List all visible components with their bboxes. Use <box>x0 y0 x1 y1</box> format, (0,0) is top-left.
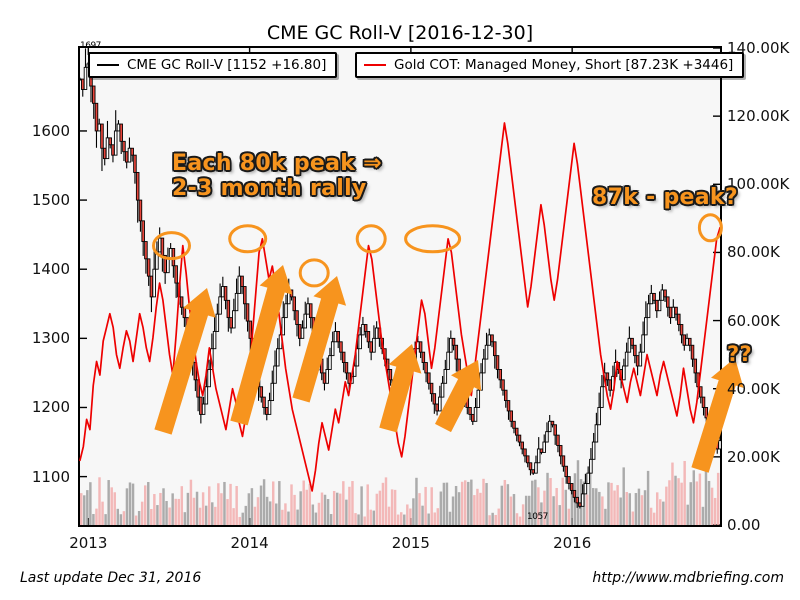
x-tick-2015: 2015 <box>391 534 430 552</box>
y-left-tick-1500: 1500 <box>31 191 70 210</box>
rally-arrow-6 <box>691 358 744 473</box>
x-tick-2013: 2013 <box>69 534 108 552</box>
legend-price-label: CME GC Roll-V [1152 +16.80] <box>127 57 327 73</box>
rally-arrow-annotations <box>154 265 744 473</box>
rally-arrow-2 <box>230 265 293 426</box>
y-right-tick-5: 40.00K <box>727 379 780 398</box>
volume-bars <box>80 460 720 525</box>
rally-arrow-1 <box>154 288 216 435</box>
y-left-tick-1100: 1100 <box>31 467 70 486</box>
legend-cot[interactable]: Gold COT: Managed Money, Short [87.23K +… <box>355 52 745 78</box>
footer-last-update: Last update Dec 31, 2016 <box>20 570 202 586</box>
cot-short-line-series <box>79 122 721 492</box>
anno-each-80k-peak: Each 80k peak ⇒ 2-3 month rally <box>172 151 382 201</box>
legend-cot-label: Gold COT: Managed Money, Short [87.23K +… <box>394 57 734 73</box>
y-left-tick-1600: 1600 <box>31 121 70 140</box>
y-axis-right-ticks <box>713 47 720 526</box>
price-low-label: 1057 <box>527 512 548 522</box>
price-ohlc-series <box>78 48 722 509</box>
y-right-tick-7: 0.00 <box>727 516 761 534</box>
y-left-tick-1400: 1400 <box>31 260 70 279</box>
price-high-label: 1697 <box>80 41 101 51</box>
y-right-tick-3: 80.00K <box>727 243 780 262</box>
page-title: CME GC Roll-V [2016-12-30] <box>266 22 534 44</box>
x-tick-2014: 2014 <box>230 534 269 552</box>
anno-each-80k-peak-line2: 2-3 month rally <box>172 175 367 201</box>
y-axis-left-ticks <box>80 130 87 478</box>
x-tick-2016: 2016 <box>553 534 592 552</box>
anno-87k-peak: 87k - peak? <box>592 185 738 210</box>
rally-arrow-5 <box>435 360 482 433</box>
legend-price[interactable]: CME GC Roll-V [1152 +16.80] <box>88 52 338 78</box>
anno-each-80k-peak-line1: Each 80k peak ⇒ <box>172 151 382 176</box>
footer-url[interactable]: http://www.mdbriefing.com <box>592 570 784 586</box>
peak-circle-annotations <box>152 213 723 288</box>
y-right-tick-6: 20.00K <box>727 447 780 466</box>
y-left-tick-1200: 1200 <box>31 398 70 417</box>
y-right-tick-2: 100.00K <box>727 175 790 194</box>
anno-question-marks: ?? <box>727 342 752 366</box>
y-right-tick-4: 60.00K <box>727 311 780 330</box>
rally-arrow-4 <box>379 344 422 433</box>
legend-cot-swatch-icon <box>364 64 386 66</box>
y-left-tick-1300: 1300 <box>31 329 70 348</box>
rally-arrow-3 <box>292 276 347 403</box>
y-right-tick-1: 120.00K <box>727 107 790 126</box>
legend-price-swatch-icon <box>97 64 119 66</box>
